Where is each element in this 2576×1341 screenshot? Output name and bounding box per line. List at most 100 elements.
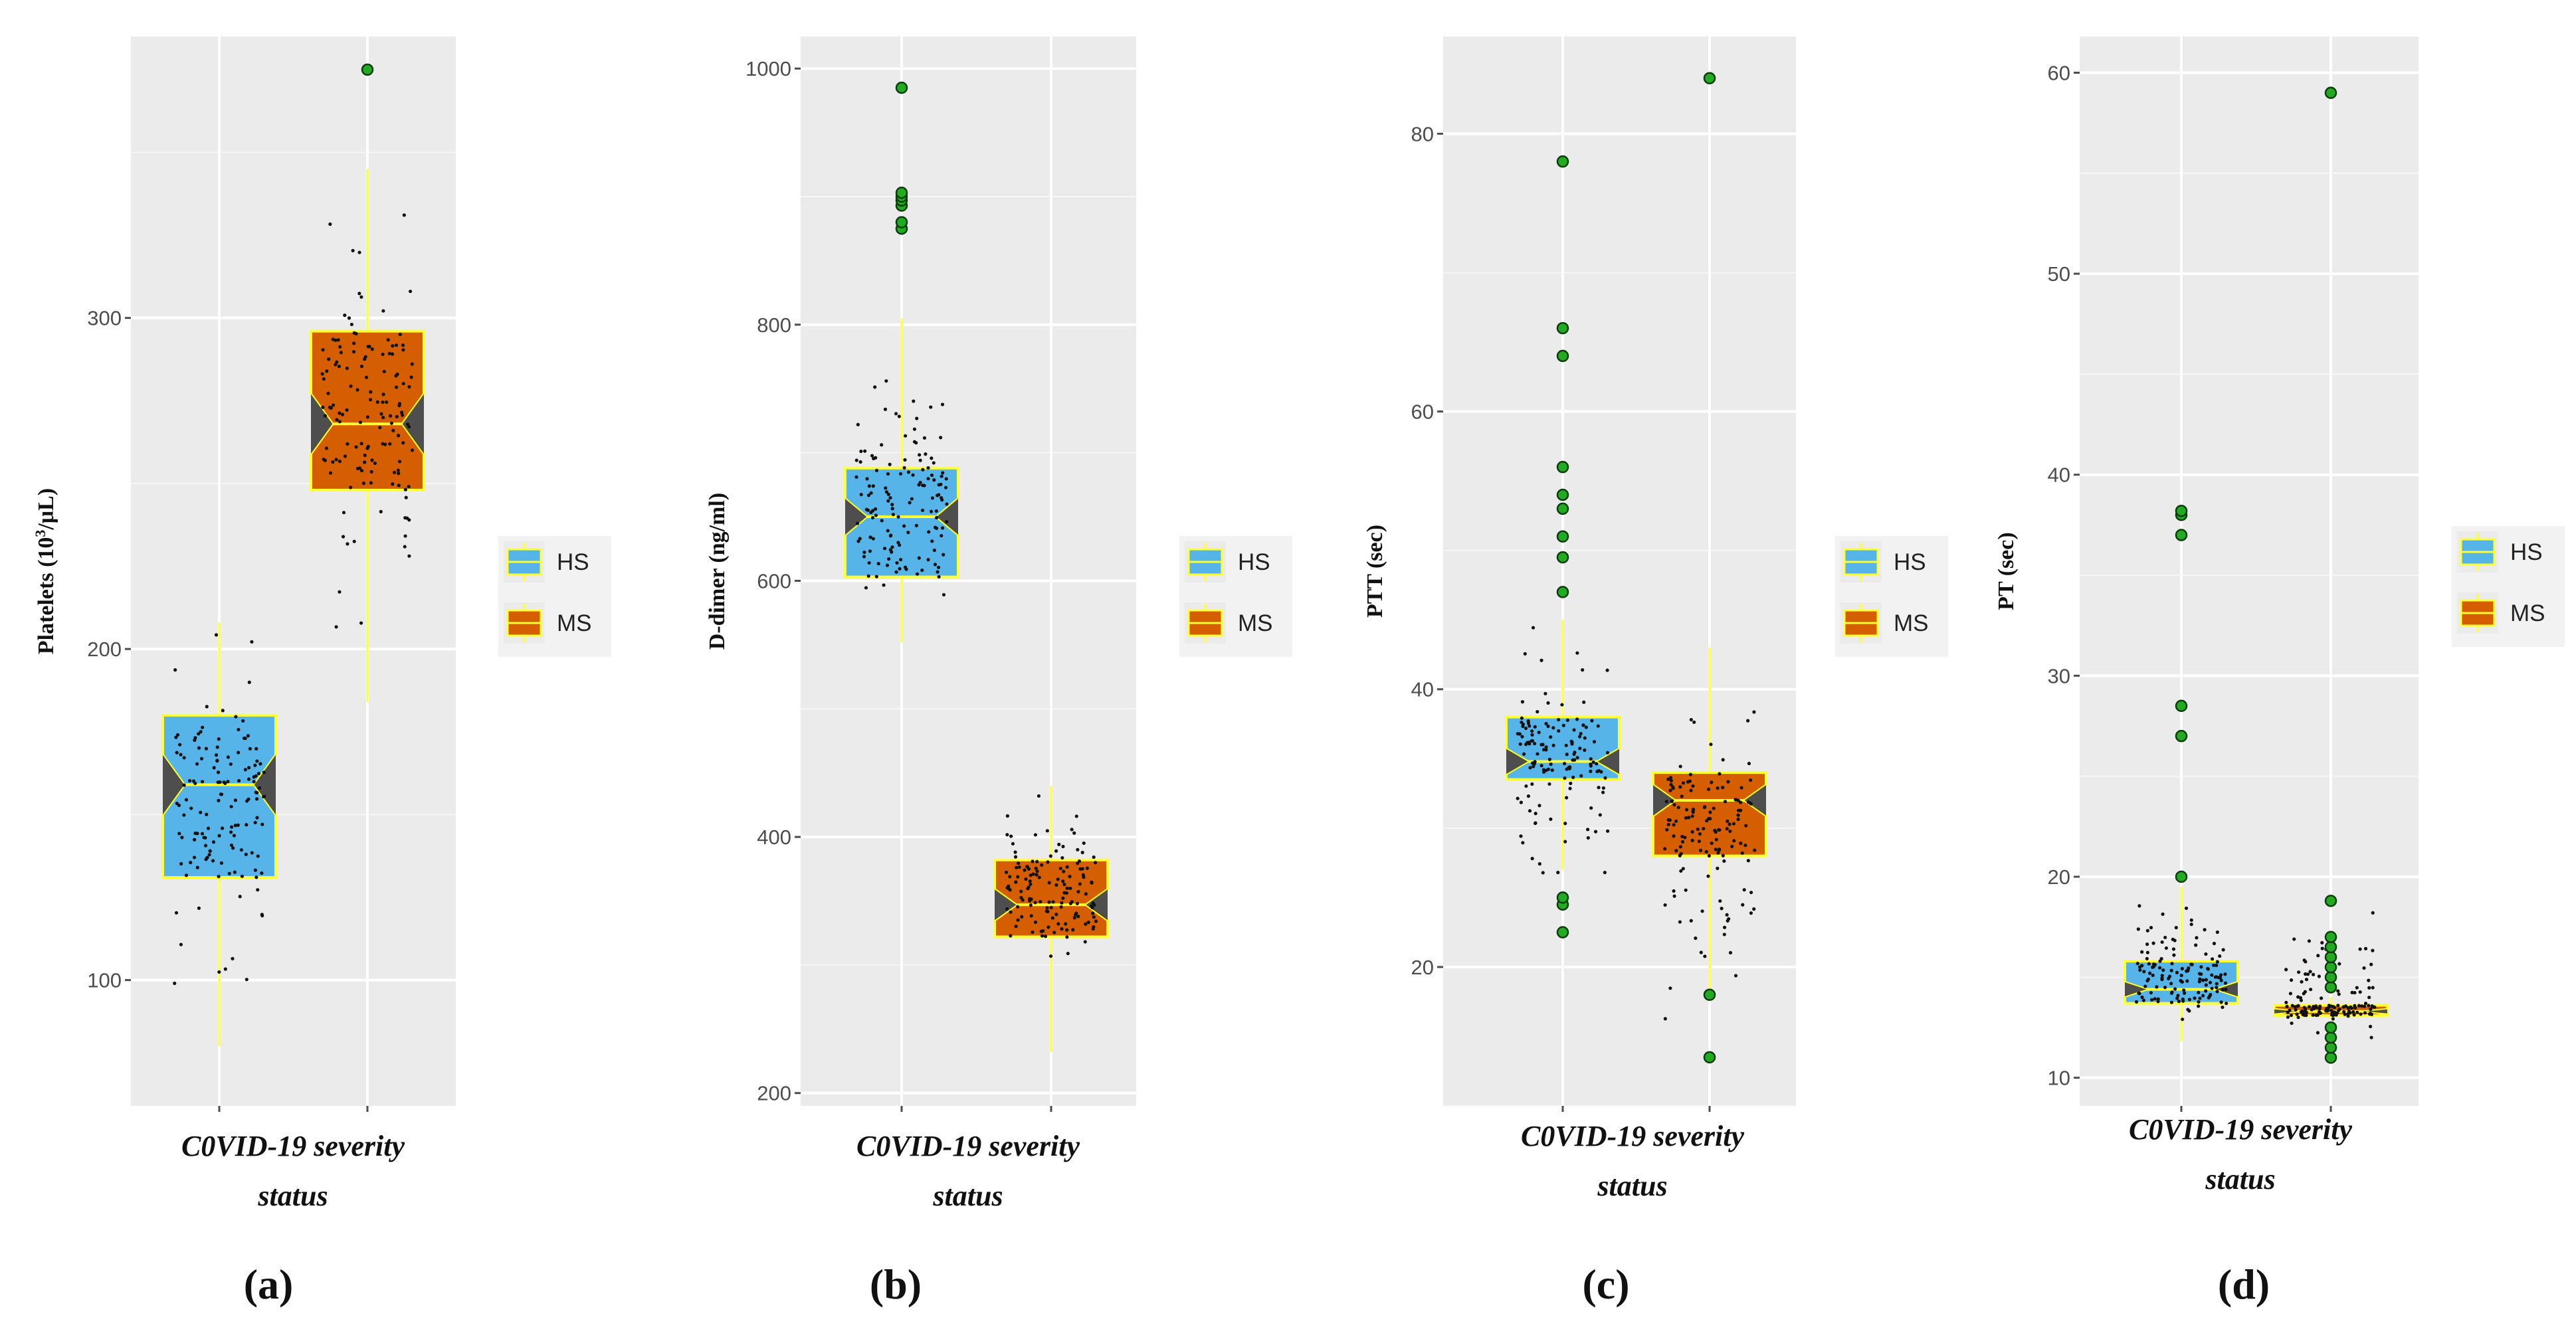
jitter-point — [245, 978, 248, 982]
jitter-point — [381, 352, 385, 357]
jitter-point — [206, 826, 211, 830]
jitter-point — [1539, 764, 1543, 768]
jitter-point — [2159, 956, 2163, 961]
outlier-point — [361, 63, 374, 76]
jitter-point — [1021, 898, 1025, 902]
jitter-point — [2362, 966, 2366, 970]
jitter-point — [1039, 900, 1042, 904]
jitter-point — [2184, 906, 2189, 911]
jitter-point — [2363, 946, 2368, 950]
jitter-point — [1039, 929, 1043, 933]
jitter-point — [1603, 776, 1607, 780]
jitter-point — [378, 426, 382, 430]
jitter-point — [2221, 988, 2225, 992]
jitter-point — [178, 743, 182, 747]
jitter-point — [1520, 720, 1524, 725]
jitter-point — [1060, 855, 1064, 860]
jitter-point — [862, 550, 866, 555]
jitter-point — [866, 574, 870, 578]
jitter-point — [1005, 833, 1009, 837]
jitter-point — [2357, 1004, 2361, 1008]
jitter-point — [2320, 946, 2324, 950]
jitter-point — [335, 360, 339, 364]
jitter-point — [932, 478, 936, 482]
jitter-point — [254, 797, 259, 801]
jitter-point — [864, 507, 868, 511]
jitter-point — [2300, 980, 2304, 984]
jitter-point — [2160, 974, 2164, 978]
jitter-point — [320, 372, 324, 376]
jitter-point — [358, 420, 363, 424]
jitter-point — [365, 446, 369, 450]
jitter-point — [2309, 988, 2313, 992]
jitter-point — [1052, 931, 1056, 935]
jitter-point — [887, 557, 891, 561]
jitter-point — [932, 461, 936, 465]
jitter-point — [334, 363, 338, 367]
jitter-point — [1544, 745, 1548, 749]
jitter-point — [389, 421, 393, 425]
jitter-point — [871, 484, 875, 488]
outlier-point — [2175, 529, 2188, 541]
jitter-point — [408, 290, 413, 294]
jitter-point — [1680, 794, 1684, 798]
jitter-point — [328, 405, 332, 409]
jitter-point — [1547, 782, 1551, 786]
jitter-point — [1749, 778, 1753, 782]
jitter-point — [216, 770, 221, 774]
jitter-point — [937, 483, 941, 487]
jitter-point — [1581, 668, 1585, 672]
jitter-point — [351, 349, 356, 354]
jitter-point — [2318, 1007, 2322, 1011]
jitter-point — [930, 539, 934, 543]
jitter-point — [915, 572, 920, 576]
jitter-point — [1533, 725, 1537, 729]
jitter-point — [1690, 838, 1694, 842]
jitter-point — [2136, 927, 2140, 931]
jitter-point — [1007, 884, 1011, 888]
jitter-point — [1074, 814, 1078, 818]
jitter-point — [882, 583, 886, 587]
jitter-point — [205, 812, 209, 816]
jitter-point — [2142, 970, 2146, 974]
notch-wedge — [1506, 749, 1528, 774]
jitter-point — [2181, 997, 2185, 1001]
jitter-point — [1062, 869, 1066, 873]
jitter-point — [2187, 966, 2191, 970]
jitter-point — [1524, 726, 1528, 731]
jitter-point — [2219, 1000, 2223, 1004]
jitter-point — [941, 592, 946, 597]
jitter-point — [397, 484, 401, 488]
jitter-point — [2221, 948, 2225, 952]
jitter-point — [373, 461, 377, 466]
jitter-point — [343, 454, 347, 458]
jitter-point — [1582, 700, 1586, 704]
jitter-point — [874, 468, 879, 472]
jitter-point — [1698, 832, 1702, 836]
jitter-point — [2371, 948, 2375, 952]
jitter-point — [1747, 761, 1751, 766]
jitter-point — [1681, 867, 1685, 871]
jitter-point — [1728, 829, 1732, 834]
jitter-point — [1084, 892, 1088, 896]
jitter-point — [1557, 729, 1561, 733]
jitter-point — [255, 759, 259, 763]
jitter-point — [1090, 880, 1094, 884]
jitter-point — [926, 466, 930, 470]
jitter-point — [2332, 1010, 2336, 1014]
jitter-point — [2171, 937, 2175, 941]
x-axis-label-line1: C0VID-19 severity — [856, 1130, 1080, 1162]
jitter-point — [870, 454, 874, 458]
jitter-point — [385, 400, 389, 404]
jitter-point — [401, 441, 405, 445]
outlier-point — [1556, 349, 1569, 363]
jitter-point — [1528, 809, 1532, 813]
outlier-point — [2324, 1031, 2337, 1044]
jitter-point — [2225, 1002, 2229, 1006]
jitter-point — [858, 460, 862, 464]
jitter-point — [2149, 926, 2153, 930]
jitter-point — [880, 519, 884, 523]
jitter-point — [243, 768, 247, 772]
jitter-point — [2179, 978, 2183, 982]
jitter-point — [929, 509, 934, 513]
